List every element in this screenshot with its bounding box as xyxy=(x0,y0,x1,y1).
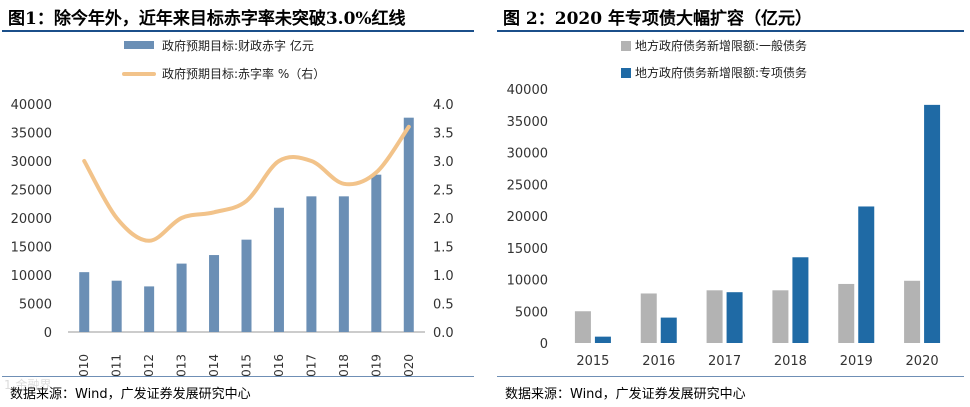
y-tick-label: 20000 xyxy=(507,210,548,225)
x-tick-label: 2012 xyxy=(142,354,156,376)
bar-special-debt xyxy=(594,336,611,343)
y-tick-label: 25000 xyxy=(507,178,548,193)
y-tick-label: 35000 xyxy=(507,115,548,130)
y-tick-label: 15000 xyxy=(507,242,548,257)
x-tick-label: 2017 xyxy=(708,354,741,369)
watermark: 1 金融界 xyxy=(4,378,52,392)
bar-deficit xyxy=(403,117,414,333)
y-tick-label: 5000 xyxy=(515,305,548,320)
right-source-rule xyxy=(497,376,964,377)
y-tick-label: 10000 xyxy=(507,274,548,289)
left-chart-panel: 图1：除今年外，近年来目标赤字率未突破3.0%红线 0 5000 10000 1500… xyxy=(0,0,480,407)
x-tick-label: 2019 xyxy=(840,354,873,369)
y-tick-label: 40000 xyxy=(507,83,548,98)
y-tick-label: 30000 xyxy=(507,147,548,162)
bar-special-debt xyxy=(924,104,941,343)
y-tick-label: 20000 xyxy=(11,212,52,227)
bar-special-debt xyxy=(792,257,809,343)
bar-deficit xyxy=(241,239,252,332)
y2-tick-label: 2.5 xyxy=(433,184,454,199)
bar-deficit xyxy=(144,286,155,332)
bar-deficit xyxy=(273,207,284,332)
bar-general-debt xyxy=(838,283,855,343)
y-tick-label: 15000 xyxy=(11,241,52,256)
bar-special-debt xyxy=(726,292,743,343)
y-tick-label: 0 xyxy=(44,326,52,341)
y-tick-label: 0 xyxy=(540,337,548,352)
x-tick-label: 2015 xyxy=(576,354,609,369)
legend-swatch-bar xyxy=(124,41,154,49)
bar-deficit xyxy=(306,196,317,332)
right-source-note: 数据来源：Wind，广发证券发展研究中心 xyxy=(505,387,746,402)
x-tick-label: 2019 xyxy=(369,354,383,376)
bar-special-debt xyxy=(660,317,677,343)
y-tick-label: 30000 xyxy=(11,155,52,170)
y-tick-label: 10000 xyxy=(11,269,52,284)
line-deficit-rate xyxy=(82,124,411,243)
bar-general-debt xyxy=(574,311,591,343)
bar-deficit xyxy=(111,280,122,332)
x-tick-label: 2010 xyxy=(77,354,91,376)
bar-deficit xyxy=(209,255,220,332)
y2-tick-label: 3.0 xyxy=(433,155,454,170)
x-tick-label: 2020 xyxy=(906,354,939,369)
y2-tick-label: 0.0 xyxy=(433,326,454,341)
x-tick-label: 2017 xyxy=(304,354,318,376)
left-source-note: 数据来源：Wind，广发证券发展研究中心 xyxy=(10,387,251,402)
x-tick-label: 2013 xyxy=(175,354,189,376)
legend-label-line: 政府预期目标:赤字率 %（右） xyxy=(162,66,325,81)
y-tick-label: 25000 xyxy=(11,184,52,199)
left-chart-svg: 0 5000 10000 15000 20000 25000 30000 35000 40000… xyxy=(11,38,454,376)
y2-tick-label: 0.5 xyxy=(433,298,454,313)
x-tick-label: 2018 xyxy=(774,354,807,369)
right-chart-title: 图 2：2020 年专项债大幅扩容（亿元） xyxy=(503,9,812,29)
bar-deficit xyxy=(371,174,382,332)
y2-tick-label: 1.0 xyxy=(433,269,454,284)
right-chart-svg: 0 5000 10000 15000 20000 25000 30000 35000 40000… xyxy=(507,38,941,369)
left-chart-title: 图1：除今年外，近年来目标赤字率未突破3.0%红线 xyxy=(8,9,406,29)
left-title-rule xyxy=(2,30,474,32)
bar-general-debt xyxy=(772,290,789,343)
y2-tick-label: 1.5 xyxy=(433,241,454,256)
bar-special-debt xyxy=(858,206,875,343)
left-source-rule xyxy=(2,376,474,377)
y2-tick-label: 2.0 xyxy=(433,212,454,227)
y2-tick-label: 4.0 xyxy=(433,98,454,113)
x-tick-label: 2016 xyxy=(642,354,675,369)
right-title-rule xyxy=(497,30,964,32)
y-tick-label: 5000 xyxy=(19,298,52,313)
right-chart-panel: 图 2：2020 年专项债大幅扩容（亿元） 0 5000 10000 15000 200… xyxy=(495,0,970,407)
y2-tick-label: 3.5 xyxy=(433,127,454,142)
legend-label-special: 地方政府债务新增限额:专项债务 xyxy=(635,65,807,80)
bar-general-debt xyxy=(904,280,921,343)
y-tick-label: 35000 xyxy=(11,127,52,142)
x-tick-label: 2020 xyxy=(402,354,416,376)
legend-label-general: 地方政府债务新增限额:一般债务 xyxy=(635,38,807,53)
x-tick-label: 2011 xyxy=(110,354,124,376)
x-tick-label: 2014 xyxy=(207,354,221,376)
bar-general-debt xyxy=(640,293,657,343)
y-tick-label: 40000 xyxy=(11,98,52,113)
bar-deficit xyxy=(79,272,90,332)
bar-deficit xyxy=(176,263,187,332)
x-tick-label: 2016 xyxy=(272,354,286,376)
legend-label-bar: 政府预期目标:财政赤字 亿元 xyxy=(162,38,314,53)
bar-deficit xyxy=(338,196,349,332)
x-tick-label: 2018 xyxy=(337,354,351,376)
legend-swatch-special xyxy=(621,68,631,78)
bar-general-debt xyxy=(706,290,723,343)
x-tick-label: 2015 xyxy=(240,354,254,376)
legend-swatch-general xyxy=(621,41,631,51)
